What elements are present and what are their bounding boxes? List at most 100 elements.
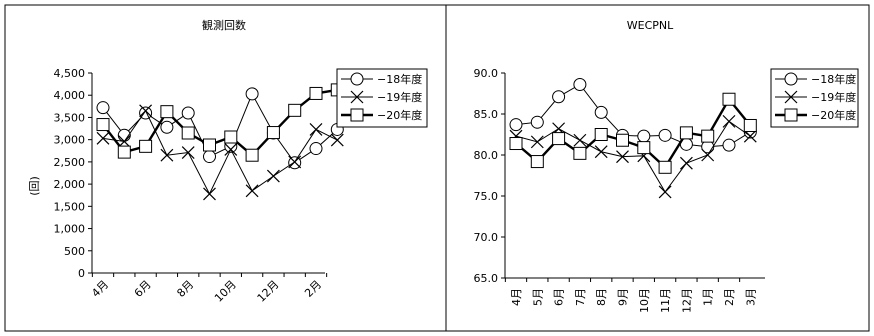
- data-point: [224, 130, 238, 144]
- x-tick-label: 8月: [595, 288, 608, 306]
- y-tick-label: 0: [78, 267, 85, 280]
- legend-label: −18年度: [377, 72, 422, 86]
- legend-item: −20年度: [341, 108, 422, 122]
- x-tick-label: 7月: [574, 288, 587, 306]
- x-tick-label: 2月: [723, 288, 736, 306]
- series-line: [102, 109, 338, 196]
- data-point: [679, 156, 693, 170]
- data-point: [139, 139, 153, 153]
- chart-2-legend: −18年度 −19年度 −20年度: [770, 68, 859, 128]
- data-point: [573, 77, 587, 91]
- y-tick-label: 80.0: [474, 149, 499, 162]
- x-tick-label: 11月: [659, 288, 672, 313]
- data-point: [181, 126, 195, 140]
- data-point: [658, 185, 672, 199]
- data-point: [203, 150, 216, 164]
- legend-marker: [350, 108, 364, 122]
- legend-marker: [784, 108, 798, 122]
- data-point: [616, 150, 629, 164]
- data-point: [701, 148, 715, 162]
- legend-item: −20年度: [775, 108, 856, 122]
- data-point: [181, 106, 195, 120]
- data-point: [330, 133, 344, 147]
- series-line: [515, 120, 751, 193]
- data-point: [309, 142, 323, 156]
- legend-label: −20年度: [811, 108, 856, 122]
- legend-label: −19年度: [811, 90, 856, 104]
- x-tick-label: 5月: [531, 288, 544, 306]
- data-point: [266, 126, 280, 140]
- x-tick-label: 6月: [553, 288, 566, 306]
- data-point: [658, 128, 672, 142]
- data-point: [245, 184, 259, 198]
- data-point: [637, 141, 651, 155]
- data-point: [309, 86, 323, 100]
- x-tick-label: 4月: [510, 288, 523, 306]
- y-tick-label: 70.0: [474, 231, 499, 244]
- data-point: [509, 118, 523, 132]
- y-tick-label: 90.0: [474, 67, 499, 80]
- data-point: [96, 101, 110, 115]
- data-point: [573, 133, 587, 147]
- chart-2-frame: [445, 4, 870, 332]
- x-tick-label: 12月: [680, 288, 693, 313]
- legend-label: −20年度: [377, 108, 422, 122]
- y-tick-label: 500: [64, 245, 85, 258]
- data-point: [309, 123, 323, 136]
- data-point: [266, 169, 280, 183]
- data-point: [530, 135, 544, 149]
- y-tick-label: 3,000: [54, 134, 86, 147]
- legend-marker: [350, 90, 364, 104]
- data-point: [224, 143, 238, 156]
- chart-1-frame: [4, 4, 447, 332]
- x-tick-label: 10月: [638, 288, 651, 313]
- legend-marker: [784, 90, 798, 104]
- chart-1-title: 観測回数: [202, 18, 246, 32]
- y-tick-label: 1,000: [54, 223, 86, 236]
- y-tick-label: 4,000: [54, 89, 86, 102]
- data-point: [288, 103, 302, 117]
- data-point: [637, 129, 651, 143]
- y-tick-label: 4,500: [54, 67, 86, 80]
- x-tick-label: 3月: [744, 288, 757, 306]
- data-point: [722, 114, 736, 128]
- data-point: [96, 118, 110, 132]
- data-point: [616, 133, 629, 147]
- data-point: [594, 145, 608, 159]
- legend-label: −19年度: [377, 90, 422, 104]
- data-point: [203, 138, 216, 152]
- data-point: [160, 105, 174, 119]
- legend-item: −19年度: [341, 90, 422, 104]
- data-point: [139, 104, 153, 118]
- chart-2-plot: 65.0 70.0 75.0 80.0 85.0 90.0 4月 5月 6月 7月 8月 9月 10月 1…: [474, 67, 765, 313]
- y-tick-label: 85.0: [474, 108, 499, 121]
- legend-label: −18年度: [811, 72, 856, 86]
- y-axis-title: (回): [28, 176, 41, 196]
- x-tick-label: 9月: [617, 288, 630, 306]
- chart-2-title: WECPNL: [627, 19, 674, 32]
- legend-item: −19年度: [775, 90, 856, 104]
- legend-marker: [350, 72, 364, 86]
- chart-1-legend: −18年度 −19年度 −20年度: [336, 68, 428, 128]
- y-tick-label: 75.0: [474, 190, 499, 203]
- y-tick-label: 1,500: [54, 200, 86, 213]
- data-point: [552, 90, 566, 104]
- y-tick-label: 3,500: [54, 111, 86, 124]
- data-point: [743, 118, 757, 132]
- data-point: [160, 148, 174, 162]
- data-point: [573, 146, 587, 160]
- series-20年度: [96, 83, 344, 162]
- data-point: [203, 187, 216, 201]
- data-point: [245, 87, 259, 101]
- y-tick-label: 65.0: [474, 272, 499, 285]
- data-point: [701, 129, 715, 143]
- series-20年度: [509, 92, 757, 174]
- data-point: [530, 155, 544, 169]
- legend-marker: [784, 72, 798, 86]
- data-point: [594, 128, 608, 141]
- data-point: [288, 156, 302, 170]
- data-point: [96, 131, 110, 145]
- data-point: [679, 126, 693, 140]
- data-point: [288, 155, 302, 169]
- data-point: [658, 160, 672, 174]
